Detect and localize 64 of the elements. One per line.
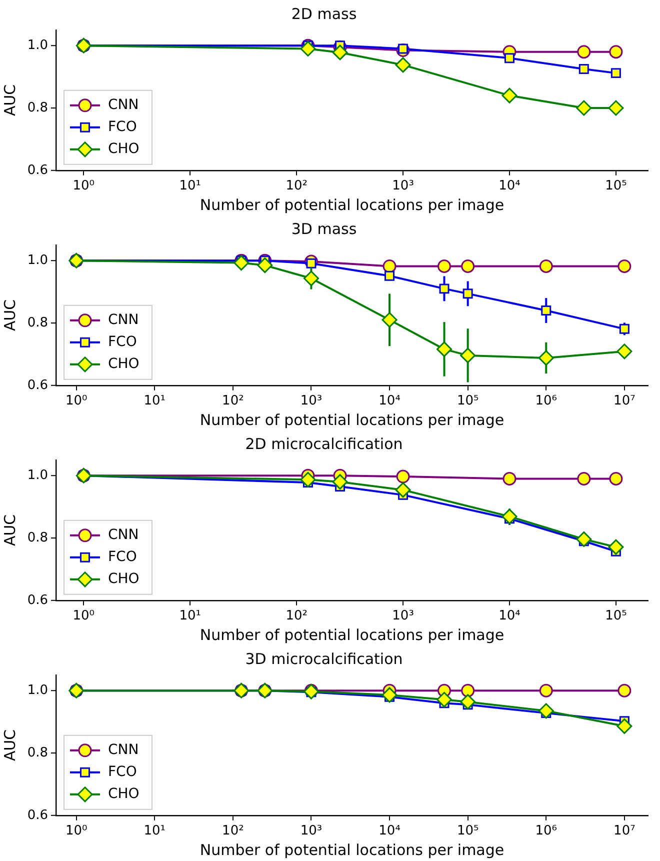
- legend-label: CHO: [108, 571, 140, 588]
- y-tick-label: 1.0: [27, 682, 48, 698]
- x-tick-label: 10⁰: [65, 394, 88, 409]
- x-axis-title: Number of potential locations per image: [200, 410, 504, 429]
- y-tick-label: 0.8: [27, 100, 48, 116]
- y-tick-label: 0.6: [27, 378, 48, 393]
- legend-label: CNN: [108, 527, 139, 544]
- chart-title: 3D mass: [291, 220, 357, 238]
- legend-label: FCO: [108, 334, 137, 350]
- x-tick-label: 10⁴: [498, 178, 520, 194]
- x-tick-label: 10⁵: [605, 608, 627, 624]
- x-axis-title: Number of potential locations per image: [200, 840, 504, 859]
- x-tick-label: 10⁰: [65, 824, 88, 839]
- x-tick-label: 10⁴: [378, 394, 400, 409]
- legend-label: CNN: [108, 742, 139, 758]
- chart-title: 3D microcalcification: [245, 650, 403, 668]
- x-tick-label: 10⁵: [605, 178, 627, 194]
- x-axis-title: Number of potential locations per image: [200, 626, 504, 644]
- x-tick-label: 10⁰: [72, 608, 95, 624]
- y-tick-label: 0.8: [27, 315, 48, 330]
- x-tick-label: 10²: [222, 824, 244, 839]
- y-tick-label: 0.6: [27, 592, 48, 608]
- y-tick-label: 0.6: [27, 808, 48, 823]
- x-tick-label: 10⁵: [456, 824, 479, 839]
- x-tick-label: 10¹: [179, 608, 201, 624]
- x-tick-label: 10⁷: [614, 824, 636, 839]
- x-tick-label: 10⁵: [456, 394, 479, 409]
- x-tick-label: 10⁷: [614, 394, 636, 409]
- y-axis-title: AUC: [0, 729, 19, 762]
- x-tick-label: 10³: [392, 608, 414, 624]
- y-axis-title: AUC: [0, 299, 19, 332]
- x-tick-label: 10¹: [179, 178, 201, 194]
- x-tick-label: 10⁴: [378, 824, 400, 839]
- y-axis-title: AUC: [0, 84, 19, 116]
- x-tick-label: 10¹: [144, 824, 166, 839]
- chart-title: 2D microcalcification: [245, 434, 403, 453]
- legend-label: CHO: [108, 141, 140, 158]
- chart-title: 2D mass: [291, 4, 357, 23]
- legend-label: CHO: [108, 356, 140, 372]
- x-tick-label: 10¹: [144, 394, 166, 409]
- y-axis-title: AUC: [0, 514, 19, 546]
- x-tick-label: 10⁶: [535, 824, 558, 839]
- x-tick-label: 10³: [300, 824, 322, 839]
- legend-label: FCO: [108, 764, 137, 780]
- x-tick-label: 10⁴: [498, 608, 520, 624]
- x-tick-label: 10⁰: [72, 178, 95, 194]
- legend-label: CNN: [108, 312, 139, 328]
- y-tick-label: 1.0: [27, 252, 48, 268]
- legend-label: FCO: [108, 549, 137, 566]
- y-tick-label: 1.0: [27, 468, 48, 483]
- y-tick-label: 0.8: [27, 530, 48, 546]
- x-axis-title: Number of potential locations per image: [200, 196, 504, 214]
- legend-label: FCO: [108, 119, 137, 136]
- x-tick-label: 10⁶: [535, 394, 558, 409]
- x-tick-label: 10²: [222, 394, 244, 409]
- x-tick-label: 10³: [392, 178, 414, 194]
- x-tick-label: 10²: [286, 178, 308, 194]
- legend-label: CNN: [108, 97, 139, 114]
- y-tick-label: 0.8: [27, 745, 48, 760]
- y-tick-label: 1.0: [27, 38, 48, 53]
- x-tick-label: 10³: [300, 394, 322, 409]
- x-tick-label: 10²: [286, 608, 308, 624]
- y-tick-label: 0.6: [27, 162, 48, 178]
- legend-label: CHO: [108, 786, 140, 802]
